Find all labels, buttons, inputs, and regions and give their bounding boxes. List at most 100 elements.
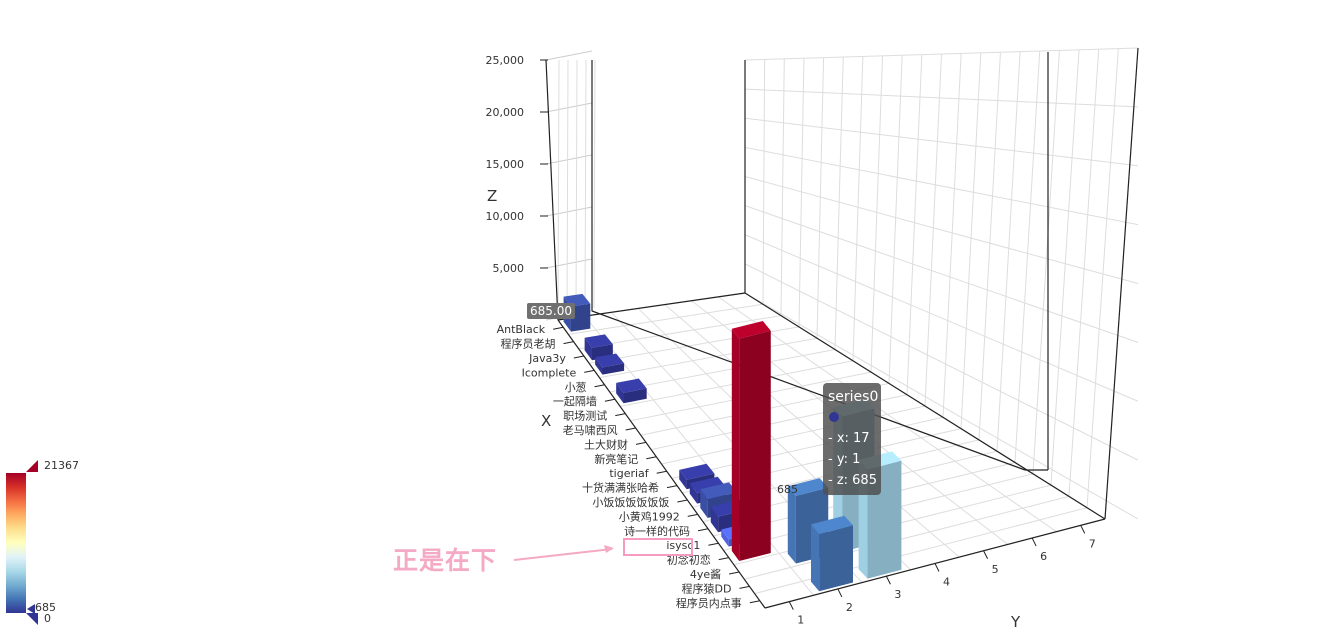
bar-face-front[interactable] <box>819 525 854 592</box>
grid-line <box>584 59 587 312</box>
x-category-label: 4ye酱 <box>690 567 721 581</box>
grid-line <box>568 303 764 335</box>
grid-line <box>744 205 1139 343</box>
axis-line <box>545 59 559 321</box>
z-axis-name: Z <box>487 187 497 205</box>
x-category-label: 小黄鸡1992 <box>619 509 680 523</box>
y-tick-label: 4 <box>943 576 950 589</box>
axis-layer <box>540 47 1139 610</box>
x-tick <box>656 470 667 474</box>
legend-max-handle-icon[interactable] <box>26 460 38 472</box>
bar-face-side[interactable] <box>700 489 708 518</box>
z-tick-label: 20,000 <box>486 106 525 119</box>
hover-value-label: 685 <box>777 483 798 496</box>
bar-face-side[interactable] <box>710 506 719 533</box>
legend-min-handle-icon[interactable] <box>26 613 38 625</box>
bar-程序员内点事-y2[interactable] <box>810 515 854 592</box>
grid-line <box>609 349 836 393</box>
annotation-text: 正是在下 <box>393 546 498 575</box>
x-tick <box>646 456 657 460</box>
x-tick <box>604 398 616 402</box>
grid-line <box>578 315 782 350</box>
bar-face-top[interactable] <box>787 478 829 496</box>
annotation-arrow-icon <box>513 545 614 561</box>
bar-face-top[interactable] <box>731 320 771 339</box>
tooltip-title: series0 <box>828 389 879 405</box>
bar-face-top[interactable] <box>810 515 854 535</box>
grid-line <box>566 59 569 318</box>
y-tick-label: 1 <box>797 614 804 627</box>
x-tick <box>677 499 688 503</box>
tooltip-y: - y: 1 <box>828 452 861 467</box>
y-tick-label: 3 <box>894 588 901 601</box>
y-tick <box>885 575 891 585</box>
y-tick-label: 6 <box>1040 550 1047 563</box>
bar-初念初恋-y1[interactable] <box>731 320 771 561</box>
bar-face-side[interactable] <box>787 486 796 564</box>
bar-face-side[interactable] <box>731 328 740 561</box>
z-tick-label: 10,000 <box>486 210 525 223</box>
bar-face-front[interactable] <box>623 388 647 404</box>
bar-face-side[interactable] <box>689 483 698 504</box>
bar-一起隔墙-y1[interactable] <box>616 378 647 404</box>
grid-line <box>888 55 903 384</box>
bar-face-side[interactable] <box>810 524 820 592</box>
z-tick-label: 5,000 <box>493 262 525 275</box>
axis-line <box>744 292 1106 520</box>
x-tick <box>666 485 678 489</box>
bar-face-side[interactable] <box>616 382 624 404</box>
tooltip-z: - z: 685 <box>828 473 877 488</box>
bar-face-top[interactable] <box>700 482 737 500</box>
grid-line <box>575 59 578 315</box>
y-tick-label: 7 <box>1089 537 1096 550</box>
legend-max-label: 21367 <box>44 459 79 472</box>
bar-layer[interactable] <box>563 293 902 592</box>
y-tick <box>934 563 940 572</box>
grid-line <box>718 296 1057 533</box>
x-tick <box>718 557 729 561</box>
grid-line <box>1086 48 1119 508</box>
grid-line <box>545 154 593 165</box>
bar-face-front[interactable] <box>739 330 771 561</box>
bar-face-top[interactable] <box>616 378 647 393</box>
bar-face-front[interactable] <box>570 303 591 332</box>
grid-line <box>744 146 1139 226</box>
x-tick <box>594 384 605 388</box>
y-tick <box>1080 525 1086 534</box>
x-category-label: 小饭饭饭饭饭饭 <box>592 496 669 509</box>
axis-line <box>1104 47 1139 520</box>
legend-zero-label: 0 <box>44 612 51 625</box>
grid-line <box>557 59 560 321</box>
y-tick <box>983 550 989 560</box>
tooltip: series0 - x: 17 - y: 1 - z: 685 <box>823 383 881 495</box>
bar-Icomplete-y1[interactable] <box>595 353 625 375</box>
bar-face-side[interactable] <box>721 529 729 547</box>
grid-line <box>744 47 1139 61</box>
grid-line <box>671 416 944 479</box>
visual-map-bar[interactable] <box>6 473 26 613</box>
grid-line <box>1032 50 1060 474</box>
bar-face-top[interactable] <box>584 334 613 348</box>
grid-line <box>960 52 982 429</box>
bar-face-side[interactable] <box>595 357 603 375</box>
z-tick-label: 25,000 <box>486 54 525 67</box>
grid-line <box>545 50 593 61</box>
series-marker <box>829 412 839 422</box>
y-tick <box>837 588 843 598</box>
x-category-label: 小葱 <box>565 381 587 394</box>
bar-face-side[interactable] <box>584 337 592 361</box>
bar-face-top[interactable] <box>595 353 625 368</box>
grid-line <box>593 59 596 309</box>
grid-line <box>816 57 825 339</box>
axis-line <box>591 310 1026 471</box>
bar-face-top[interactable] <box>679 463 715 480</box>
bar-face-front[interactable] <box>602 363 625 375</box>
legend-pointer-icon <box>27 604 35 614</box>
x-category-label: 土大财财 <box>584 437 628 451</box>
grid-line <box>744 234 1139 402</box>
bar-face-top[interactable] <box>689 476 726 494</box>
y-tick-label: 2 <box>846 601 853 614</box>
grid-line <box>744 176 1139 284</box>
bar-face-side[interactable] <box>679 469 687 490</box>
